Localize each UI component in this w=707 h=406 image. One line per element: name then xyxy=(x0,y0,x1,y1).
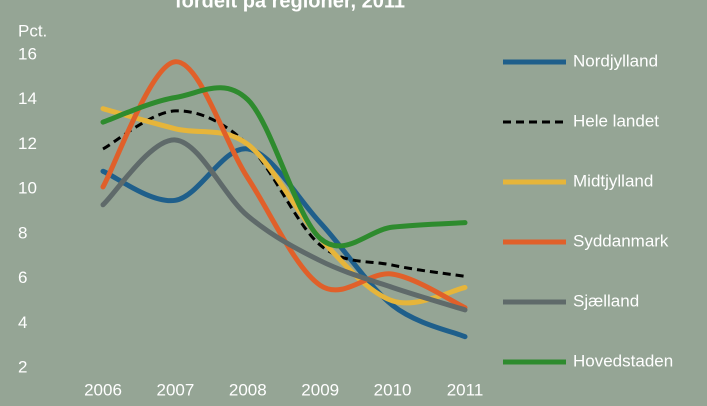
x-tick-label: 2007 xyxy=(156,380,194,399)
series-line xyxy=(100,59,468,311)
y-tick-label: 14 xyxy=(18,89,37,108)
series-line xyxy=(102,109,466,278)
legend-label: Syddanmark xyxy=(573,231,669,250)
y-tick-label: 16 xyxy=(18,44,37,63)
legend-label: Hele landet xyxy=(573,111,659,130)
legend-label: Sjælland xyxy=(573,291,639,310)
series-line xyxy=(100,146,468,340)
x-tick-label: 2009 xyxy=(301,380,339,399)
y-tick-label: 2 xyxy=(18,357,27,376)
x-tick-label: 2010 xyxy=(374,380,412,399)
y-tick-label: 6 xyxy=(18,268,27,287)
x-tick-label: 2011 xyxy=(447,380,484,399)
legend-label: Nordjylland xyxy=(573,51,658,70)
series-line xyxy=(100,85,468,249)
series-line xyxy=(100,106,468,306)
y-tick-label: 10 xyxy=(18,179,37,198)
y-tick-label: 8 xyxy=(18,223,27,242)
legend-label: Midtjylland xyxy=(573,171,653,190)
series-line xyxy=(100,137,468,313)
y-axis-label: Pct. xyxy=(18,21,47,40)
y-tick-label: 4 xyxy=(18,313,27,332)
chart-title: fordelt på regioner, 2011 xyxy=(175,0,405,12)
x-tick-label: 2008 xyxy=(229,380,267,399)
x-tick-label: 2006 xyxy=(84,380,122,399)
legend-label: Hovedstaden xyxy=(573,351,673,370)
y-tick-label: 12 xyxy=(18,134,37,153)
